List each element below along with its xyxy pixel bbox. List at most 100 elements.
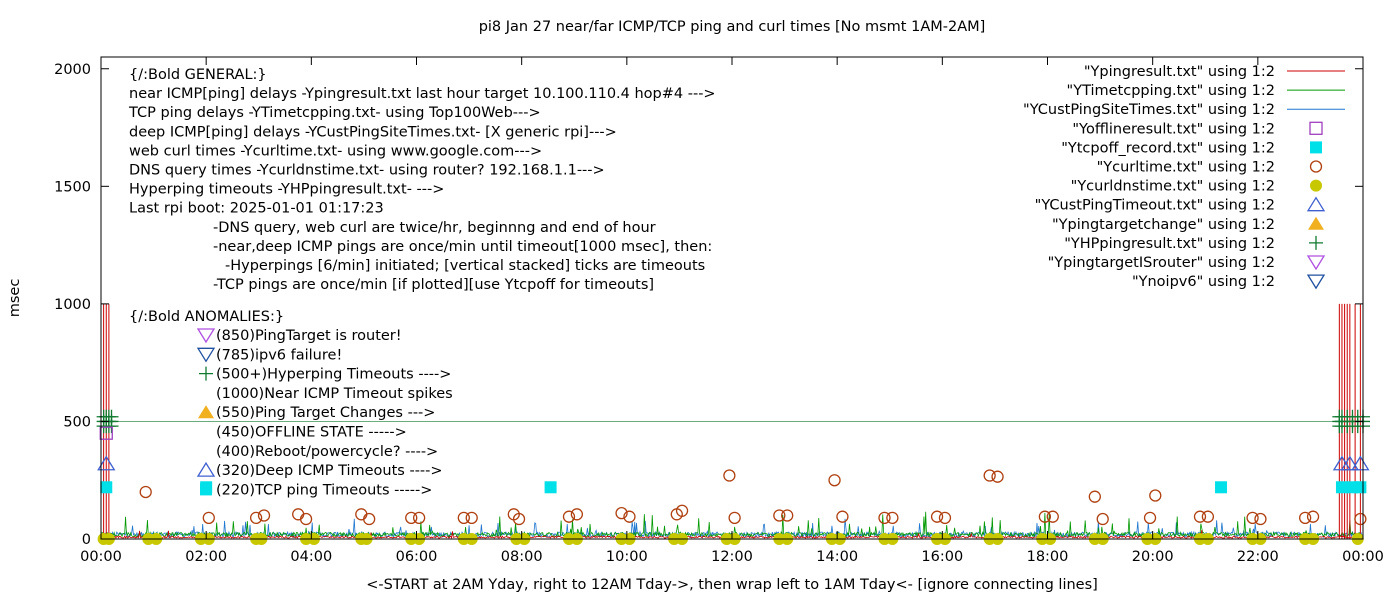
anomaly-marker (196, 347, 216, 363)
curl-point (139, 485, 152, 499)
x-tick-label: 04:00 (290, 549, 332, 565)
anomalies-legend: {/:Bold ANOMALIES:} (850)PingTarget is ro… (129, 309, 453, 498)
legend-symbol (1310, 179, 1322, 192)
legend-symbol (1306, 274, 1326, 290)
y-tick-label: 0 (82, 532, 91, 548)
legend-label: "YCustPingSiteTimes.txt" using 1:2 (1023, 102, 1275, 118)
curl-point (1354, 512, 1367, 526)
curl-point (723, 469, 736, 482)
curl-point (1193, 510, 1207, 523)
legend-label: "Ypingtargetchange" using 1:2 (1052, 217, 1275, 233)
anomaly-marker (199, 366, 213, 381)
tcp-timeout-point (1354, 481, 1367, 494)
anomaly-marker (196, 328, 216, 344)
curl-point (363, 512, 376, 526)
curl-point (728, 511, 741, 524)
curl-point (886, 511, 899, 524)
legend-label: "YpingtargetISrouter" using 1:2 (1048, 255, 1275, 271)
curl-point (623, 510, 636, 523)
anomaly-label: (550)Ping Target Changes ---> (216, 405, 435, 421)
x-tick-label: 20:00 (1132, 549, 1174, 565)
general-note-line: near ICMP[ping] delays -Ypingresult.txt … (129, 86, 716, 102)
curl-point (1088, 490, 1101, 503)
curl-point (1143, 511, 1157, 524)
curl-point (1038, 510, 1052, 523)
x-tick-label: 06:00 (396, 549, 438, 565)
x-tick-label: 10:00 (606, 549, 648, 565)
deep-timeout-point (1351, 455, 1370, 471)
offline-point (99, 426, 113, 440)
curl-point (828, 474, 841, 487)
curl-point (249, 511, 263, 524)
x-tick-label: 12:00 (711, 549, 753, 565)
general-note-line: DNS query times -Ycurldnstime.txt- using… (129, 163, 605, 179)
curl-point (355, 508, 368, 521)
curl-point (781, 509, 794, 522)
general-note-line: TCP ping delays -YTimetcpping.txt- using… (128, 105, 541, 121)
legend-label: "YTimetcpping.txt" using 1:2 (1067, 83, 1275, 99)
curl-point (615, 506, 628, 520)
curl-point (1201, 510, 1215, 523)
x-tick-label: 22:00 (1237, 549, 1279, 565)
legend-symbol (1309, 235, 1323, 250)
curl-point (1149, 489, 1162, 502)
curl-point (1246, 511, 1259, 524)
tcp-timeout-point (1215, 481, 1228, 494)
legend-symbol (1309, 121, 1323, 135)
anomaly-label: (500+)Hyperping Timeouts ----> (216, 367, 451, 383)
anomaly-label: (320)Deep ICMP Timeouts ----> (216, 463, 443, 479)
curl-point (675, 504, 689, 517)
general-note-line: {/:Bold GENERAL:} (129, 67, 267, 83)
curl-point (512, 512, 526, 526)
x-tick-label: 14:00 (816, 549, 858, 565)
legend-symbol (1306, 196, 1326, 212)
general-notes: {/:Bold GENERAL:} near ICMP[ping] delays … (128, 67, 716, 293)
x-tick-label: 00:00 (1342, 549, 1384, 565)
series-legend: "Ypingresult.txt" using 1:2 "YTimetcpping… (1023, 64, 1345, 290)
curl-point (1046, 510, 1059, 523)
curl-point (257, 509, 271, 522)
anomaly-marker (200, 483, 212, 496)
curl-point (457, 511, 470, 524)
curl-point (1299, 511, 1312, 524)
general-note-line: web curl times -Ycurltime.txt- using www… (129, 143, 542, 159)
legend-label: "Ypingresult.txt" using 1:2 (1084, 64, 1275, 80)
y-axis-label: msec (7, 279, 23, 318)
curl-point (570, 508, 584, 521)
anomaly-label: (400)Reboot/powercycle? ----> (216, 444, 438, 460)
curl-point (938, 511, 952, 524)
x-tick-label: 00:00 (80, 549, 122, 565)
anomaly-label: (1000)Near ICMP Timeout spikes (216, 386, 453, 402)
legend-symbol (1309, 160, 1323, 173)
deep-timeout-point (97, 455, 116, 471)
general-note-line: -TCP pings are once/min [if plotted][use… (213, 277, 654, 293)
legend-label: "Ytcpoff_record.txt" using 1:2 (1061, 140, 1275, 156)
general-note-line: deep ICMP[ping] delays -YCustPingSiteTim… (129, 124, 617, 140)
anomalies-title: {/:Bold ANOMALIES:} (129, 309, 284, 325)
legend-label: "YHPpingresult.txt" using 1:2 (1064, 236, 1275, 252)
anomaly-marker (198, 405, 214, 419)
legend-label: "YCustPingTimeout.txt" using 1:2 (1035, 198, 1275, 214)
legend-symbol (1306, 255, 1326, 271)
legend-label: "Ycurltime.txt" using 1:2 (1097, 160, 1275, 176)
curl-point (991, 470, 1004, 483)
anomaly-label: (785)ipv6 failure! (216, 347, 342, 363)
general-note-line: -near,deep ICMP pings are once/min until… (213, 239, 712, 255)
general-note-line: -DNS query, web curl are twice/hr, begin… (213, 220, 656, 236)
anomaly-label: (220)TCP ping Timeouts -----> (216, 482, 432, 498)
deep-timeout-point (1340, 455, 1360, 471)
general-note-line: Last rpi boot: 2025-01-01 01:17:23 (129, 201, 384, 217)
curl-point (773, 509, 786, 522)
legend-symbol (1308, 216, 1324, 230)
y-tick-label: 1500 (54, 179, 91, 195)
curl-point (930, 510, 944, 523)
curl-point (878, 511, 891, 524)
x-axis-label: <-START at 2AM Yday, right to 12AM Tday-… (366, 577, 1098, 593)
curl-point (562, 510, 576, 523)
axes: 0 500 1000 1500 2000 00:00 02:00 04:00 06:00 08:0… (54, 57, 1384, 565)
anomaly-label: (450)OFFLINE STATE -----> (216, 425, 407, 441)
tcp-timeout-point (1335, 481, 1348, 494)
legend-label: "Yofflineresult.txt" using 1:2 (1072, 121, 1275, 137)
anomaly-label: (850)PingTarget is router! (216, 328, 402, 344)
